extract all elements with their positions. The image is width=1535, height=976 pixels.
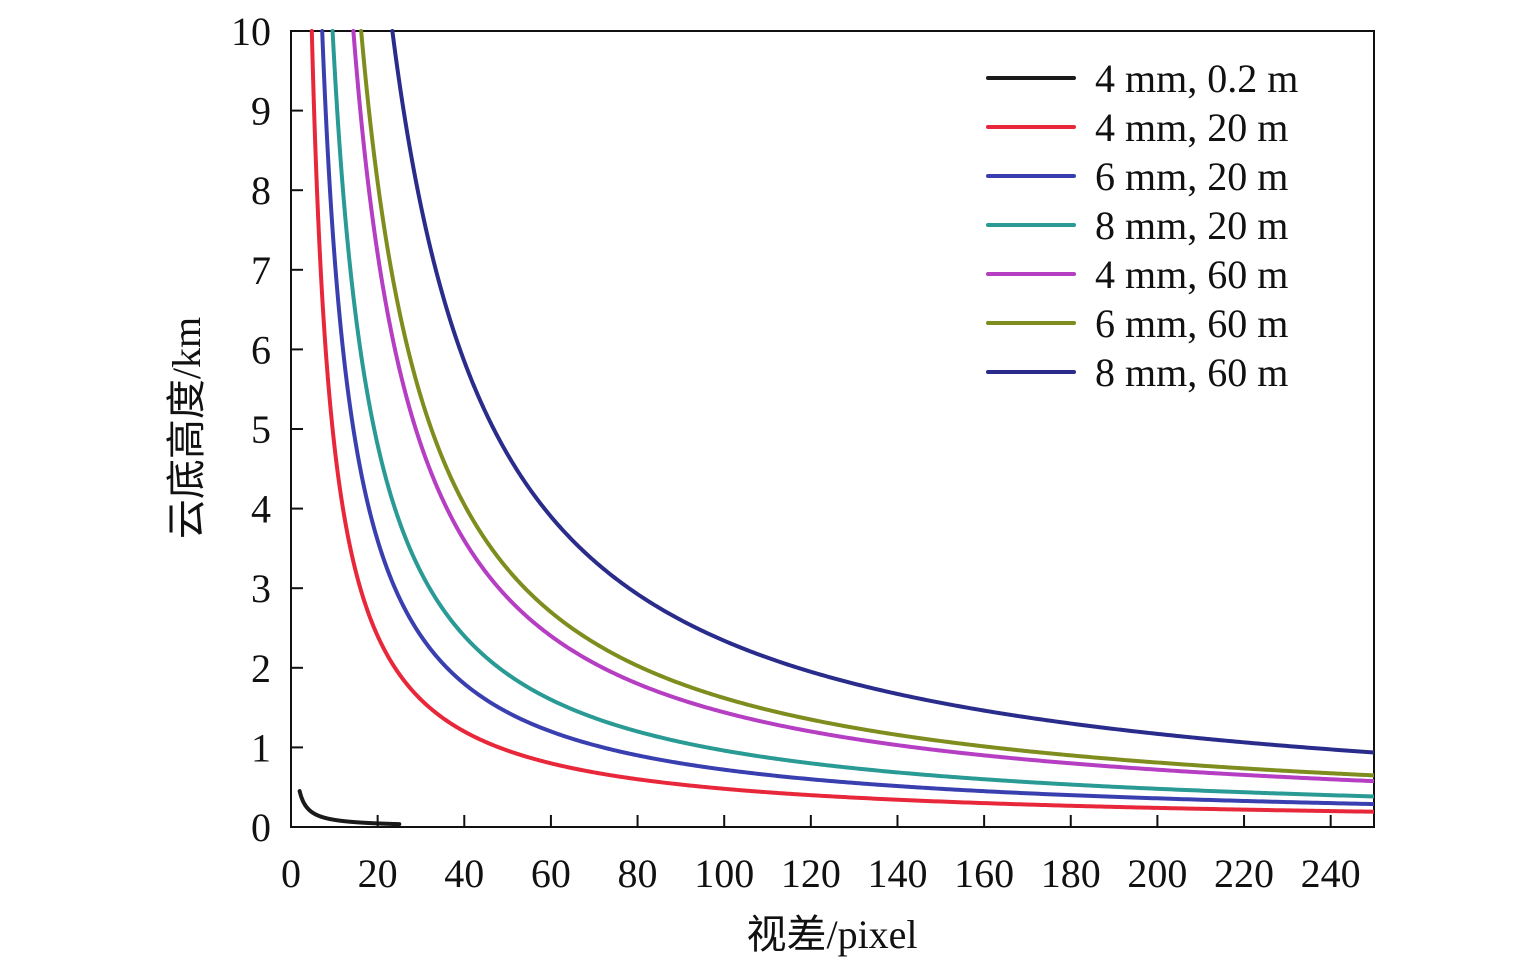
x-tick-label-20: 20 — [358, 851, 398, 896]
series-line-1 — [297, 789, 402, 827]
series-line-3 — [320, 29, 1374, 807]
x-tick-label-80: 80 — [618, 851, 658, 896]
y-tick-label-7: 7 — [251, 248, 271, 293]
x-tick-label-240: 240 — [1301, 851, 1361, 896]
x-tick-label-140: 140 — [867, 851, 927, 896]
x-tick-label-100: 100 — [694, 851, 754, 896]
x-tick-label-120: 120 — [781, 851, 841, 896]
x-tick-label-160: 160 — [954, 851, 1014, 896]
series-line-7 — [390, 29, 1374, 755]
y-tick-label-1: 1 — [251, 725, 271, 770]
y-tick-label-9: 9 — [251, 89, 271, 134]
legend-label-3: 6 mm, 20 m — [1095, 154, 1288, 199]
legend-label-6: 6 mm, 60 m — [1095, 301, 1288, 346]
x-tick-label-0: 0 — [281, 851, 301, 896]
series-line-5 — [351, 29, 1374, 784]
legend-label-2: 4 mm, 20 m — [1095, 105, 1288, 150]
series-line-4 — [330, 29, 1374, 799]
x-tick-label-180: 180 — [1041, 851, 1101, 896]
legend-label-4: 8 mm, 20 m — [1095, 203, 1288, 248]
y-tick-label-0: 0 — [251, 805, 271, 850]
x-tick-label-40: 40 — [444, 851, 484, 896]
y-tick-label-3: 3 — [251, 566, 271, 611]
legend: 4 mm, 0.2 m4 mm, 20 m6 mm, 20 m8 mm, 20 … — [986, 56, 1298, 395]
y-tick-label-8: 8 — [251, 168, 271, 213]
y-tick-label-10: 10 — [231, 9, 271, 54]
series-line-2 — [309, 29, 1374, 814]
legend-label-7: 8 mm, 60 m — [1095, 350, 1288, 395]
x-tick-label-220: 220 — [1214, 851, 1274, 896]
y-tick-label-4: 4 — [251, 487, 271, 532]
series-line-6 — [359, 29, 1374, 778]
x-axis-label: 视差/pixel — [746, 912, 917, 957]
y-tick-label-6: 6 — [251, 327, 271, 372]
y-axis-label: 云底高度/km — [164, 317, 209, 539]
x-tick-label-60: 60 — [531, 851, 571, 896]
y-tick-label-2: 2 — [251, 646, 271, 691]
legend-label-1: 4 mm, 0.2 m — [1095, 56, 1298, 101]
y-tick-label-5: 5 — [251, 407, 271, 452]
x-tick-label-200: 200 — [1127, 851, 1187, 896]
legend-label-5: 4 mm, 60 m — [1095, 252, 1288, 297]
